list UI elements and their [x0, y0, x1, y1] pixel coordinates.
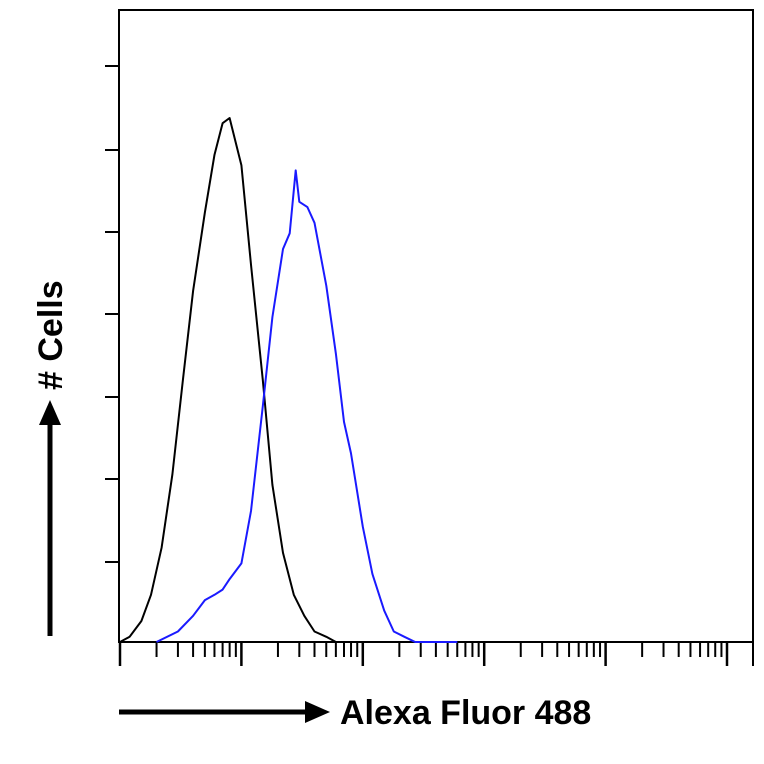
plot-frame	[118, 9, 754, 643]
x-axis-label: Alexa Fluor 488	[340, 694, 591, 732]
x-axis-ticks	[118, 642, 754, 666]
y-axis-arrowhead	[39, 400, 61, 425]
histogram-series	[119, 117, 458, 643]
histogram-series-2	[156, 169, 458, 643]
x-axis-arrowhead	[305, 701, 330, 723]
y-axis-label: # Cells	[32, 280, 70, 390]
histogram-series-1	[119, 117, 337, 643]
y-axis-ticks	[105, 65, 119, 563]
